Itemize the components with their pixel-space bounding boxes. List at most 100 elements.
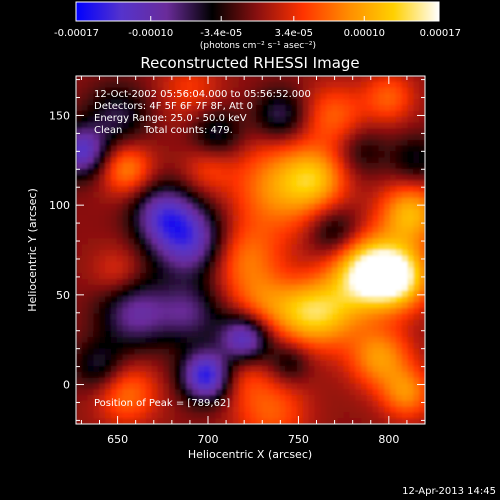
heatmap-cell (238, 418, 246, 424)
heatmap-cell (227, 412, 234, 419)
heatmap-cell (285, 105, 292, 112)
heatmap-cell (326, 389, 333, 396)
heatmap-cell (355, 290, 362, 297)
heatmap-cell (186, 250, 193, 257)
heatmap-cell (256, 337, 263, 344)
heatmap-cell (186, 360, 193, 367)
heatmap-cell (308, 134, 316, 141)
heatmap-cell (378, 192, 385, 199)
heatmap-cell (401, 145, 409, 152)
heatmap-cell (122, 157, 129, 164)
heatmap-cell (395, 255, 403, 263)
heatmap-cell (395, 313, 403, 321)
heatmap-cell (355, 134, 362, 141)
heatmap-cell (186, 354, 193, 361)
heatmap-cell (122, 145, 129, 152)
heatmap-cell (116, 389, 124, 396)
heatmap-cell (169, 284, 176, 292)
heatmap-cell (401, 192, 409, 199)
heatmap-cell (157, 168, 164, 176)
heatmap-cell (401, 105, 409, 112)
heatmap-cell (349, 139, 356, 147)
heatmap-cell (209, 157, 217, 164)
heatmap-cell (145, 192, 153, 199)
heatmap-cell (174, 418, 182, 424)
heatmap-cell (174, 209, 182, 216)
heatmap-cell (395, 279, 403, 286)
heatmap-cell (128, 168, 135, 176)
heatmap-cell (372, 348, 380, 355)
heatmap-cell (372, 261, 380, 268)
heatmap-cell (192, 93, 199, 100)
heatmap-cell (372, 395, 380, 402)
heatmap-cell (99, 157, 106, 164)
heatmap-cell (413, 342, 420, 350)
heatmap-cell (81, 157, 89, 164)
heatmap-cell (209, 163, 217, 170)
heatmap-cell (174, 186, 182, 193)
heatmap-cell (372, 128, 380, 135)
heatmap-cell (291, 186, 298, 193)
heatmap-cell (116, 279, 124, 286)
heatmap-cell (308, 180, 316, 187)
heatmap-cell (378, 81, 385, 89)
heatmap-cell (390, 81, 397, 89)
heatmap-cell (180, 151, 188, 158)
heatmap-cell (238, 389, 246, 396)
heatmap-cell (198, 406, 205, 413)
heatmap-cell (395, 383, 403, 390)
heatmap-cell (256, 93, 263, 100)
heatmap-cell (145, 151, 153, 158)
heatmap-cell (116, 226, 124, 234)
heatmap-cell (326, 308, 333, 315)
heatmap-cell (273, 354, 281, 361)
heatmap-cell (192, 157, 199, 164)
heatmap-cell (128, 348, 135, 355)
heatmap-cell (349, 163, 356, 170)
heatmap-cell (308, 313, 316, 321)
heatmap-cell (192, 186, 199, 193)
heatmap-cell (174, 76, 182, 83)
heatmap-cell (262, 238, 269, 245)
heatmap-cell (134, 221, 141, 228)
heatmap-cell (203, 151, 211, 158)
heatmap-cell (378, 296, 385, 303)
heatmap-cell (134, 319, 141, 326)
heatmap-cell (198, 377, 205, 384)
heatmap-cell (87, 174, 95, 181)
heatmap-cell (87, 290, 95, 297)
heatmap-cell (233, 354, 240, 361)
heatmap-cell (355, 366, 362, 373)
heatmap-cell (337, 226, 345, 234)
colorbar-tick-label: 0.00010 (344, 28, 385, 39)
heatmap-cell (320, 383, 327, 390)
heatmap-cell (174, 360, 182, 367)
heatmap-cell (401, 290, 409, 297)
heatmap-cell (122, 226, 129, 234)
heatmap-cell (192, 81, 199, 89)
heatmap-cell (273, 406, 281, 413)
heatmap-cell (250, 261, 257, 268)
heatmap-cell (331, 197, 339, 205)
heatmap-cell (291, 395, 298, 402)
heatmap-cell (267, 180, 275, 187)
heatmap-cell (157, 99, 164, 106)
heatmap-cell (163, 325, 170, 332)
heatmap-cell (87, 284, 95, 292)
heatmap-cell (378, 168, 385, 176)
heatmap-cell (407, 76, 414, 83)
heatmap-cell (99, 296, 106, 303)
heatmap-cell (169, 99, 176, 106)
heatmap-cell (151, 279, 159, 286)
heatmap-cell (378, 400, 385, 408)
heatmap-cell (209, 319, 217, 326)
heatmap-cell (169, 81, 176, 89)
heatmap-cell (99, 238, 106, 245)
heatmap-cell (279, 371, 286, 379)
heatmap-cell (139, 302, 147, 309)
heatmap-cell (186, 168, 193, 176)
heatmap-cell (331, 389, 339, 396)
heatmap-cell (256, 226, 263, 234)
heatmap-cell (169, 87, 176, 94)
heatmap-cell (76, 238, 83, 245)
